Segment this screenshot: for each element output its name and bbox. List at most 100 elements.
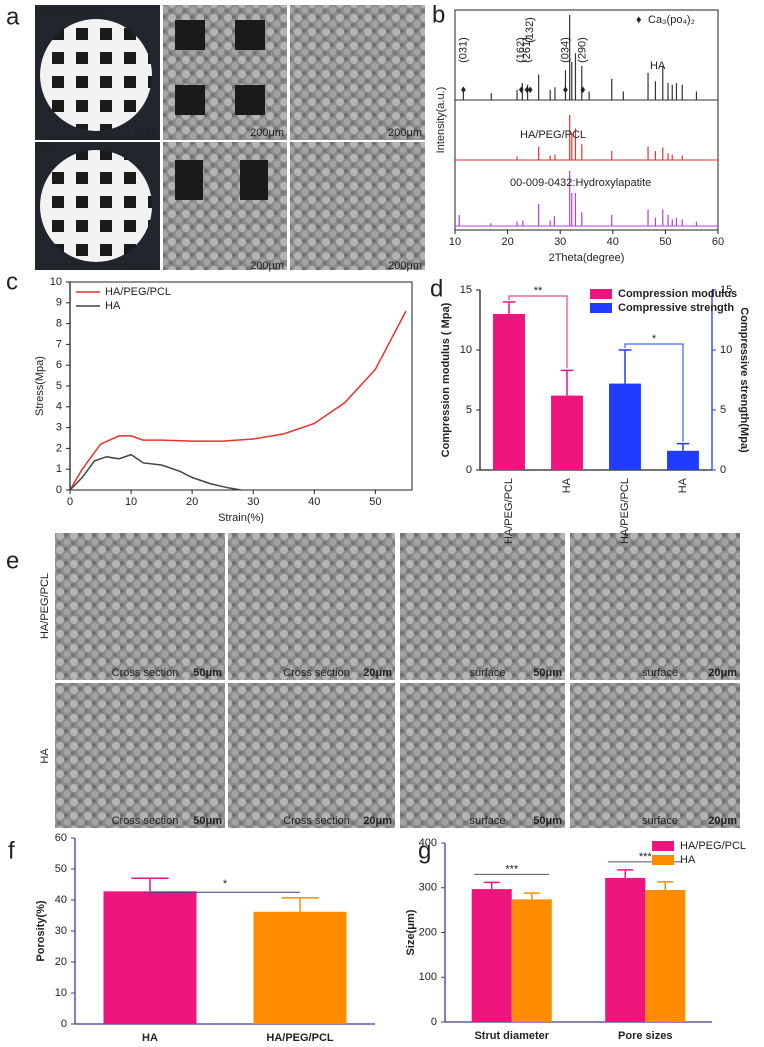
- bar: [609, 383, 641, 470]
- sem-image: [290, 142, 425, 270]
- legend-label: HA: [105, 300, 121, 312]
- peak-marker: ♦: [580, 84, 586, 96]
- bar: [471, 889, 512, 1022]
- x-tick-label: HA: [677, 477, 689, 493]
- y-tick-label: 0: [466, 464, 472, 476]
- significance-label: ***: [505, 863, 519, 875]
- panel-label: c: [6, 268, 18, 295]
- scale-bar-label: 50μm: [533, 667, 562, 679]
- peak-label: (031): [457, 37, 469, 63]
- bar: [253, 911, 347, 1024]
- image-caption: Cross section: [283, 815, 350, 827]
- y-axis-label: Stress(Mpa): [34, 356, 46, 416]
- scale-bar-label: 20μm: [708, 667, 737, 679]
- peak-label: (132): [524, 17, 536, 43]
- peak-marker: ♦: [527, 84, 533, 96]
- peak-marker: ♦: [461, 84, 467, 96]
- peak-label: (162): [515, 37, 527, 63]
- legend-label: HA/PEG/PCL: [680, 840, 746, 852]
- x-tick-label: 10: [449, 236, 461, 248]
- y-tick-label: 30: [55, 925, 67, 937]
- y-tick-label: 9: [56, 297, 62, 309]
- series-label: 00-009-0432:Hydroxylapatite: [510, 177, 651, 189]
- x-tick-label: HA/PEG/PCL: [503, 478, 515, 544]
- legend-swatch: [590, 289, 612, 299]
- image-caption: surface: [642, 667, 678, 679]
- peak-label: (261): [521, 37, 533, 63]
- bar: [667, 450, 699, 470]
- image-caption: Cross section: [283, 667, 350, 679]
- y-tick-label: 15: [460, 284, 472, 296]
- x-tick-label: HA: [561, 477, 573, 493]
- photo-scaffold: [40, 150, 152, 262]
- x-tick-label: HA: [142, 1032, 158, 1044]
- y-tick-label: 200: [419, 926, 437, 938]
- y-tick-label: 400: [419, 837, 437, 849]
- panel-label: b: [432, 1, 445, 28]
- y-tick-label: 10: [720, 344, 732, 356]
- peak-marker: ♦: [524, 84, 530, 96]
- scale-bar-label: 200μm: [388, 127, 422, 139]
- x-tick-label: Strut diameter: [474, 1030, 549, 1042]
- panel-e-images: [55, 533, 740, 828]
- x-tick-label: 50: [659, 236, 671, 248]
- legend-marker: ♦: [636, 14, 642, 26]
- image-caption: surface: [469, 667, 505, 679]
- image-caption: Cross section: [112, 667, 179, 679]
- row-label: HA/PEG/PCL: [39, 8, 107, 20]
- peak-label: (290): [577, 37, 589, 63]
- x-tick-label: HA/PEG/PCL: [619, 478, 631, 544]
- peak-marker: ♦: [518, 84, 524, 96]
- significance-bracket: [508, 295, 568, 369]
- significance-label: *: [223, 878, 228, 890]
- legend-swatch: [652, 855, 674, 865]
- y-axis-label: Intensity(a.u.): [435, 87, 447, 154]
- peak-marker: ♦: [563, 84, 569, 96]
- sem-image: [290, 5, 425, 140]
- sem-image: [228, 533, 395, 680]
- x-tick-label: 20: [186, 496, 198, 508]
- x-tick-label: 0: [67, 496, 73, 508]
- x-tick-label: 40: [308, 496, 320, 508]
- row-label: HA: [39, 748, 51, 764]
- photo-scaffold: [40, 19, 152, 131]
- panel-label: e: [6, 547, 19, 574]
- y-tick-label: 300: [419, 882, 437, 894]
- legend-label: Ca₃(po₄)₂: [648, 14, 695, 26]
- pore: [235, 85, 265, 115]
- x-tick-label: 50: [369, 496, 381, 508]
- y-tick-label: 10: [55, 987, 67, 999]
- x-axis-label: 2Theta(degree): [549, 252, 625, 264]
- legend-label: HA: [680, 854, 696, 866]
- y-tick-label: 5: [720, 404, 726, 416]
- y-tick-label: 15: [720, 284, 732, 296]
- pore: [175, 85, 205, 115]
- x-tick-label: 10: [125, 496, 137, 508]
- x-tick-label: 40: [607, 236, 619, 248]
- bar: [103, 891, 197, 1024]
- image-caption: surface: [642, 815, 678, 827]
- scale-bar-label: 200μm: [250, 127, 284, 139]
- y-axis-label: Size(μm): [405, 909, 417, 955]
- scale-bar-label: 50μm: [193, 667, 222, 679]
- series-label: HA: [650, 60, 666, 72]
- scale-bar-label: 20μm: [363, 667, 392, 679]
- scale-bar-label: 20μm: [708, 815, 737, 827]
- x-tick-label: 20: [501, 236, 513, 248]
- significance-label: **: [534, 285, 543, 297]
- sem-image: [400, 533, 565, 680]
- row-label: HA: [39, 145, 55, 157]
- y-tick-label: 0: [61, 1018, 67, 1030]
- y-tick-label: 1: [56, 463, 62, 475]
- significance-bracket: [624, 343, 684, 442]
- scale-bar-label: 50μm: [533, 815, 562, 827]
- y-tick-label: 10: [460, 344, 472, 356]
- y-tick-label: 50: [55, 863, 67, 875]
- y-tick-label: 10: [50, 276, 62, 288]
- y-tick-label: 20: [55, 956, 67, 968]
- y-tick-label: 8: [56, 318, 62, 330]
- y-tick-label: 4: [56, 401, 62, 413]
- y-tick-label: 5: [56, 380, 62, 392]
- bar: [605, 877, 646, 1022]
